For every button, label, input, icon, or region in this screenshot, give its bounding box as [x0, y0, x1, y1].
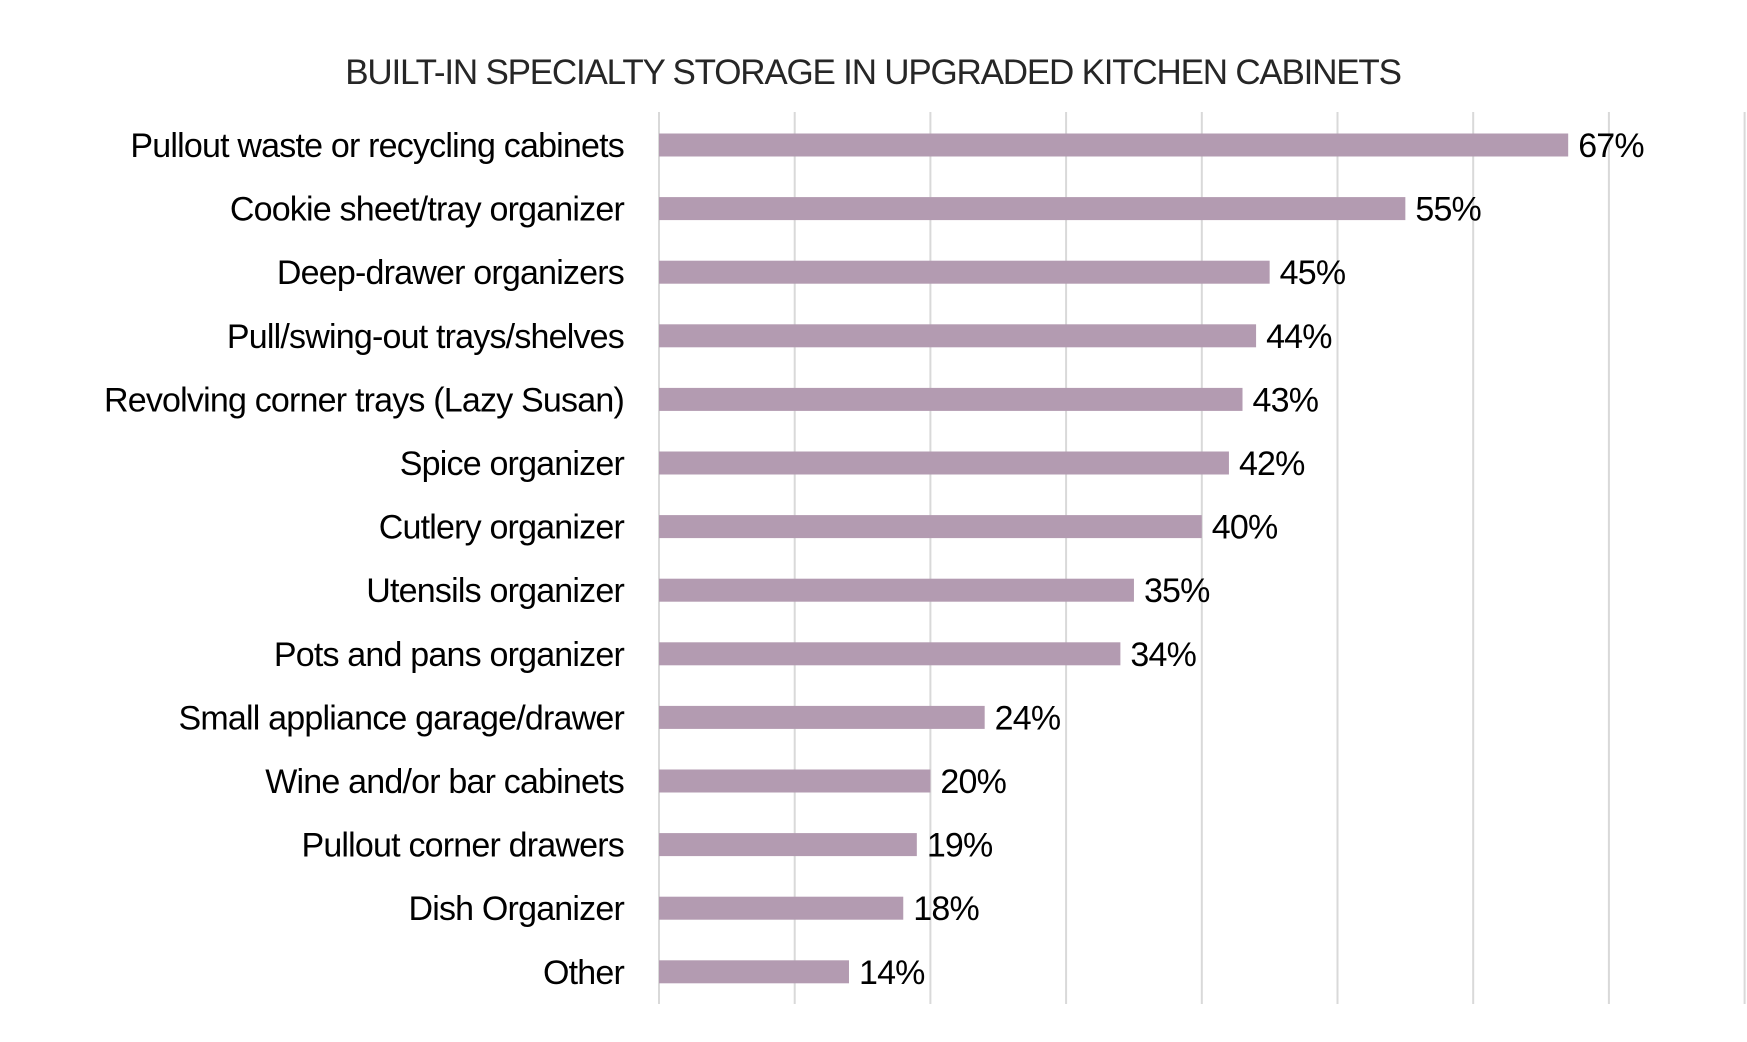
data-label: 35% [1144, 572, 1210, 610]
bars [659, 133, 1569, 984]
data-label: 67% [1578, 127, 1644, 165]
data-label: 18% [913, 890, 979, 928]
bar [659, 642, 1121, 666]
bar [659, 833, 917, 857]
bar [659, 578, 1134, 602]
data-label: 34% [1130, 636, 1196, 674]
category-label: Revolving corner trays (Lazy Susan) [104, 381, 624, 419]
bar [659, 451, 1229, 475]
bar [659, 387, 1243, 411]
gridlines [658, 112, 1746, 1004]
bar [659, 197, 1406, 221]
category-label: Utensils organizer [366, 572, 624, 610]
category-label: Pullout waste or recycling cabinets [130, 127, 624, 165]
category-label: Pull/swing-out trays/shelves [227, 318, 624, 356]
data-label: 43% [1253, 381, 1319, 419]
value-labels: 67% 55% 45% 44% 43% 42% 40%35% 34% 24% 20% 19% 18% 1… [859, 127, 1645, 992]
data-label: 55% [1415, 191, 1481, 229]
data-label: 44% [1266, 318, 1332, 356]
category-label: Spice organizer [400, 445, 625, 483]
bar [659, 960, 849, 984]
category-label: Dish Organizer [408, 890, 624, 928]
category-label: Pullout corner drawers [301, 827, 624, 865]
bar [659, 260, 1270, 284]
data-label: 40% [1212, 509, 1278, 547]
data-label: 42% [1239, 445, 1305, 483]
bar [659, 515, 1202, 539]
data-label: 45% [1280, 254, 1346, 292]
bar [659, 324, 1257, 348]
chart-title: BUILT-IN SPECIALTY STORAGE IN UPGRADED K… [345, 53, 1401, 92]
category-label: Other [543, 954, 625, 992]
category-label: Cookie sheet/tray organizer [230, 191, 625, 229]
data-label: 14% [859, 954, 925, 992]
data-label: 19% [927, 827, 993, 865]
data-label: 20% [940, 763, 1006, 801]
data-label: 24% [995, 699, 1061, 737]
category-label: Small appliance garage/drawer [178, 699, 624, 737]
bar [659, 133, 1569, 157]
category-labels: Pullout waste or recycling cabinets Cooki… [104, 127, 625, 992]
bar [659, 769, 931, 793]
category-label: Deep-drawer organizers [277, 254, 624, 292]
category-label: Wine and/or bar cabinets [265, 763, 624, 801]
category-label: Cutlery organizer [379, 509, 625, 547]
bar [659, 705, 985, 729]
category-label: Pots and pans organizer [274, 636, 625, 674]
bar [659, 896, 904, 920]
